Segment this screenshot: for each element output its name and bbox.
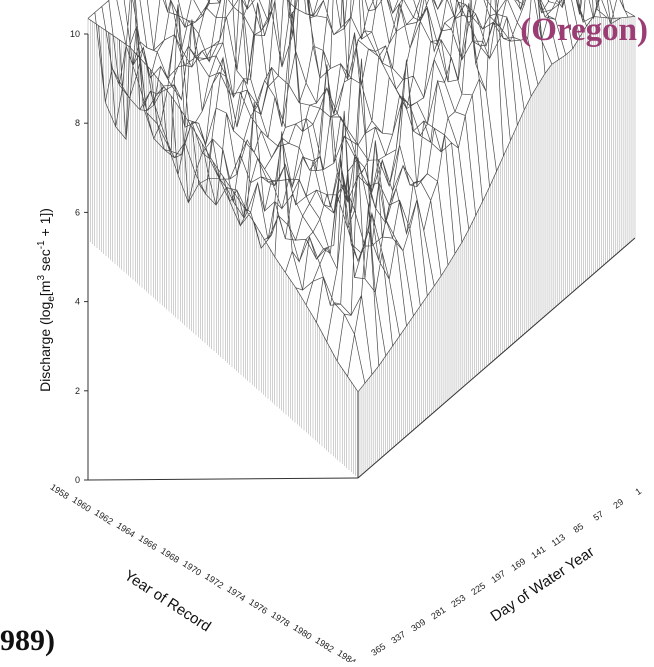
y-tick-label: 4 (75, 297, 80, 307)
year-tick-label: 1972 (203, 571, 225, 590)
year-tick-label: 1984 (336, 648, 358, 662)
day-tick-label: 29 (611, 497, 625, 511)
y-tick-label: 2 (75, 386, 80, 396)
year-tick-label: 1974 (225, 584, 247, 603)
right-curtain (357, 16, 636, 478)
left-curtain (87, 18, 359, 478)
day-tick-label: 197 (489, 568, 507, 585)
axes (87, 34, 636, 481)
citation-fragment: 989) (0, 624, 55, 657)
year-tick-label: 1966 (137, 533, 159, 552)
year-tick-label: 1970 (181, 558, 203, 577)
day-tick-label: 365 (369, 641, 387, 658)
y-tick-label: 8 (75, 118, 80, 128)
x-axis-title: Year of Record (121, 567, 214, 635)
discharge-surface (87, 0, 636, 393)
day-tick-label: 225 (469, 580, 487, 597)
day-tick-label: 169 (509, 556, 527, 573)
day-axis-line (357, 237, 636, 479)
year-tick-label: 1958 (49, 482, 71, 501)
day-tick-label: 85 (571, 521, 585, 535)
year-tick-label: 1982 (313, 635, 335, 654)
year-tick-label: 1978 (269, 610, 291, 629)
day-tick-label: 57 (591, 509, 605, 523)
y-tick-label: 10 (70, 29, 80, 39)
y-axis-title: Discharge (loge[m3 sec-1 + 1]) (36, 208, 57, 392)
year-tick-label: 1964 (115, 520, 137, 539)
day-tick-label: 309 (409, 617, 427, 634)
year-tick-label: 1980 (291, 622, 313, 641)
year-tick-label: 1968 (159, 546, 181, 565)
region-label: (Oregon) (520, 12, 648, 48)
year-axis-ticks: 1958196019621964196619681970197219741976… (49, 482, 358, 667)
y-tick-label: 6 (75, 207, 80, 217)
day-tick-label: 281 (429, 605, 447, 622)
year-tick-label: 1976 (247, 597, 269, 616)
y-axis-ticks: 0 2 4 6 8 10 (70, 29, 88, 485)
surface-mesh (87, 0, 636, 393)
year-axis-line (87, 477, 359, 481)
year-tick-label: 1960 (71, 495, 93, 514)
z-axis-title: Day of Water Year (488, 543, 598, 625)
day-tick-label: 253 (449, 593, 467, 610)
day-tick-label: 141 (529, 544, 547, 561)
day-tick-label: 1 (633, 486, 643, 497)
day-tick-label: 113 (550, 532, 567, 548)
y-tick-label: 0 (75, 475, 80, 485)
day-tick-label: 337 (389, 629, 407, 646)
year-tick-label: 1962 (93, 507, 115, 526)
